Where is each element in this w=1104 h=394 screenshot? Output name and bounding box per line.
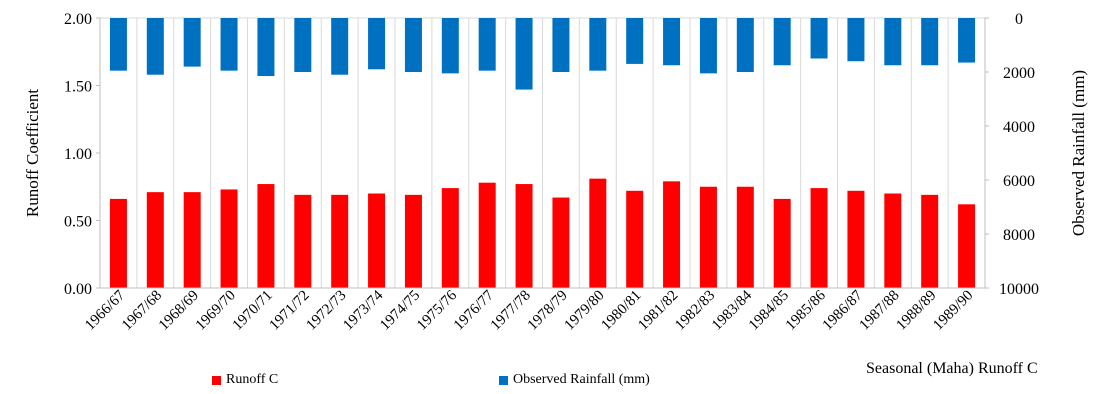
- x-axis-tick-label: 1981/82: [635, 288, 681, 334]
- bar-runoff-c: [183, 192, 201, 288]
- bar-observed-rainfall: [699, 18, 717, 74]
- bar-observed-rainfall: [958, 18, 976, 63]
- bar-runoff-c: [441, 188, 459, 288]
- legend-label-runoff: Runoff C: [226, 372, 279, 387]
- right-axis-tick-label: 8000: [1003, 227, 1035, 244]
- bar-runoff-c: [368, 193, 386, 288]
- x-axis-tick-label: 1987/88: [857, 288, 903, 334]
- right-axis-tick-label: 10000: [999, 281, 1039, 298]
- x-axis-tick-label: 1971/72: [267, 288, 313, 334]
- legend-item-runoff: Runoff C: [212, 372, 278, 388]
- bar-runoff-c: [884, 193, 902, 288]
- bar-runoff-c: [589, 178, 607, 288]
- bar-observed-rainfall: [109, 18, 127, 71]
- bar-observed-rainfall: [146, 18, 164, 75]
- bar-runoff-c: [515, 184, 533, 288]
- x-axis-tick-label: 1986/87: [820, 287, 866, 333]
- bar-runoff-c: [146, 192, 164, 288]
- right-axis-tick-label: 4000: [1003, 119, 1035, 136]
- bar-observed-rainfall: [773, 18, 791, 66]
- x-axis-tick-label: 1983/84: [709, 287, 755, 333]
- axes: [96, 17, 989, 289]
- bar-observed-rainfall: [515, 18, 533, 90]
- legend-item-rainfall: Observed Rainfall (mm): [499, 372, 650, 388]
- bar-runoff-c: [294, 194, 312, 288]
- left-axis-tick-label: 1.00: [64, 146, 92, 163]
- bar-runoff-c: [958, 204, 976, 288]
- bar-observed-rainfall: [847, 18, 865, 62]
- bar-runoff-c: [921, 194, 939, 288]
- bar-observed-rainfall: [220, 18, 238, 71]
- left-axis-tick-label: 1.50: [64, 79, 92, 96]
- right-axis-tick-label: 0: [1015, 11, 1023, 28]
- legend-swatch-runoff: [212, 375, 221, 385]
- x-axis-tick-label: 1980/81: [598, 288, 644, 334]
- bar-runoff-c: [663, 181, 681, 288]
- left-axis-tick-label: 0.50: [64, 214, 92, 231]
- bar-runoff-c: [109, 198, 127, 288]
- bar-observed-rainfall: [368, 18, 386, 70]
- x-axis-tick-label: 1985/86: [783, 287, 829, 333]
- bar-runoff-c: [552, 197, 570, 288]
- left-axis-tick-label: 2.00: [64, 11, 92, 28]
- bar-runoff-c: [810, 188, 828, 288]
- bar-runoff-c: [626, 190, 644, 288]
- bar-observed-rainfall: [921, 18, 939, 66]
- bar-runoff-c: [773, 198, 791, 288]
- right-axis-tick-label: 2000: [1003, 65, 1035, 82]
- x-axis-tick-label: 1975/76: [414, 287, 460, 333]
- bar-observed-rainfall: [331, 18, 349, 75]
- left-axis-title: Runoff Coefficient: [23, 89, 42, 218]
- bar-observed-rainfall: [589, 18, 607, 71]
- x-axis-tick-label: 1969/70: [193, 288, 239, 334]
- bar-observed-rainfall: [810, 18, 828, 59]
- bar-observed-rainfall: [294, 18, 312, 72]
- legend-swatch-rainfall: [499, 375, 508, 385]
- bar-runoff-c: [699, 186, 717, 288]
- x-axis-tick-label: 1988/89: [893, 288, 939, 334]
- x-axis-tick-label: 1984/85: [746, 288, 792, 334]
- right-axis-tick-label: 6000: [1003, 173, 1035, 190]
- x-axis-tick-label: 1974/75: [377, 288, 423, 334]
- right-axis-title: Observed Rainfall (mm): [1069, 70, 1088, 236]
- legend-label-rainfall: Observed Rainfall (mm): [513, 372, 650, 387]
- x-axis-tick-label: 1973/74: [340, 287, 386, 333]
- x-axis-tick-label: 1968/69: [156, 288, 202, 334]
- bar-observed-rainfall: [478, 18, 496, 71]
- left-axis-tick-label: 0.00: [64, 281, 92, 298]
- bar-runoff-c: [847, 190, 865, 288]
- bar-observed-rainfall: [257, 18, 275, 77]
- bars: [109, 18, 976, 288]
- bar-runoff-c: [331, 194, 349, 288]
- x-axis-tick-label: 1970/71: [230, 288, 276, 334]
- bar-observed-rainfall: [884, 18, 902, 66]
- bar-observed-rainfall: [626, 18, 644, 64]
- bar-runoff-c: [404, 194, 422, 288]
- bar-runoff-c: [220, 189, 238, 288]
- x-axis-tick-label: 1972/73: [303, 288, 349, 334]
- bar-observed-rainfall: [736, 18, 754, 72]
- x-axis-tick-label: 1977/78: [488, 288, 534, 334]
- bar-runoff-c: [478, 182, 496, 288]
- bar-runoff-c: [257, 184, 275, 288]
- x-axis-tick-label: 1979/80: [562, 288, 608, 334]
- bar-observed-rainfall: [552, 18, 570, 72]
- x-axis-tick-label: 1967/68: [119, 288, 165, 334]
- x-axis-tick-label: 1976/77: [451, 287, 497, 333]
- bar-observed-rainfall: [663, 18, 681, 66]
- bar-observed-rainfall: [183, 18, 201, 67]
- corner-note: Seasonal (Maha) Runoff C: [866, 360, 1038, 377]
- bar-runoff-c: [736, 186, 754, 288]
- x-axis-tick-label: 1982/83: [672, 288, 718, 334]
- x-axis-tick-label: 1989/90: [930, 288, 976, 334]
- x-axis-tick-label: 1978/79: [525, 288, 571, 334]
- bar-observed-rainfall: [441, 18, 459, 74]
- bar-observed-rainfall: [404, 18, 422, 72]
